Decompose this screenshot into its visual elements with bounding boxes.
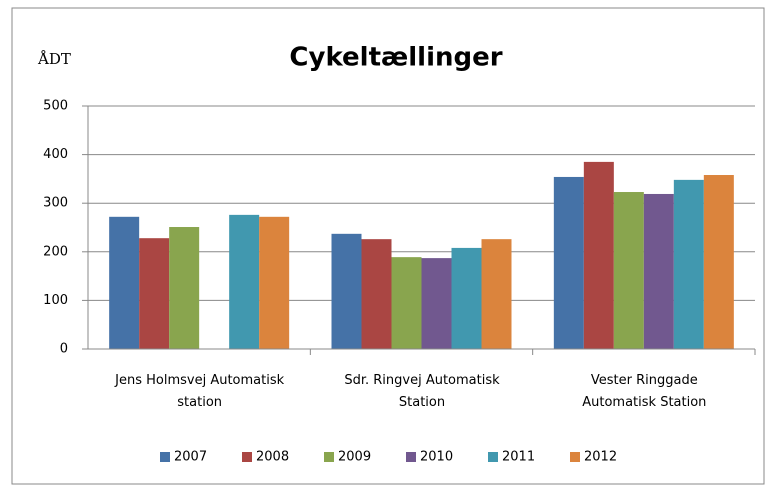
y-tick-label: 100 [43,293,68,308]
legend-swatch [406,452,416,462]
bar [481,239,512,349]
bar [613,192,644,349]
legend-label: 2010 [420,450,453,465]
y-axis-label: ÅDT [37,50,71,68]
chart-title: Cykeltællinger [289,43,502,73]
bar [673,179,704,349]
legend-swatch [160,452,170,462]
bar [391,257,422,349]
y-tick-label: 500 [43,99,68,114]
bar [109,216,140,349]
bar [331,233,362,349]
legend-label: 2011 [502,450,535,465]
bar [703,175,734,349]
bar [421,258,452,349]
y-tick-label: 300 [43,196,68,211]
legend-swatch [488,452,498,462]
legend-swatch [324,452,334,462]
x-tick-label: Jens Holmsvej Automatisk station [115,373,285,410]
bar [361,239,392,349]
legend-label: 2012 [584,450,617,465]
x-tick-label: Vester Ringgade Automatisk Station [582,373,707,410]
bar [643,193,674,349]
x-tick-label: Sdr. Ringvej Automatisk Station [344,373,500,410]
legend-swatch [570,452,580,462]
bar [583,161,614,349]
bar [259,216,290,349]
legend-label: 2008 [256,450,289,465]
legend-label: 2009 [338,450,371,465]
bar [229,214,260,349]
bar [139,238,170,349]
legend-swatch [242,452,252,462]
bar [553,176,584,349]
bar [451,247,482,349]
y-tick-label: 0 [60,342,68,357]
y-tick-label: 400 [43,147,68,162]
legend-label: 2007 [174,450,207,465]
y-tick-label: 200 [43,244,68,259]
bar [169,227,200,349]
